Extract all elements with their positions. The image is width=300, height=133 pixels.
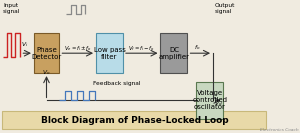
Text: Low pass
filter: Low pass filter	[94, 47, 125, 60]
Text: Output
signal: Output signal	[214, 3, 235, 14]
Bar	[96, 33, 123, 73]
Text: $V_i$: $V_i$	[21, 40, 28, 49]
Text: Block Diagram of Phase-Locked Loop: Block Diagram of Phase-Locked Loop	[40, 116, 228, 124]
Text: Voltage
controlled
oscillator: Voltage controlled oscillator	[193, 90, 227, 110]
Bar	[160, 33, 188, 73]
Text: DC
amplifier: DC amplifier	[158, 47, 190, 60]
Text: Phase
Detector: Phase Detector	[32, 47, 62, 60]
Text: $V_f = f_i - f_o$: $V_f = f_i - f_o$	[128, 44, 155, 53]
Text: $f_o$: $f_o$	[194, 43, 200, 52]
Bar	[2, 111, 266, 129]
Text: Electronics Coach: Electronics Coach	[260, 128, 298, 132]
Bar	[34, 33, 59, 73]
Text: $V_e = f_i \pm f_o$: $V_e = f_i \pm f_o$	[64, 44, 92, 53]
Text: $V_o$: $V_o$	[42, 68, 51, 77]
Text: $V_d$: $V_d$	[214, 99, 223, 108]
Text: Feedback signal: Feedback signal	[93, 81, 141, 86]
Text: Input
signal: Input signal	[3, 3, 20, 14]
Bar	[196, 82, 224, 119]
